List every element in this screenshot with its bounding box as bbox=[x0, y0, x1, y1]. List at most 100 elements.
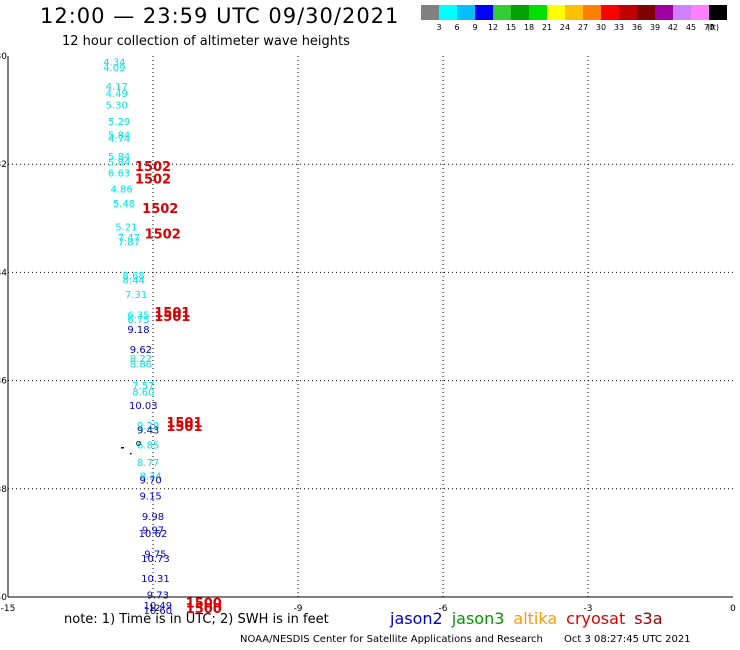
wave-height-label: 9.43 bbox=[137, 425, 159, 436]
legend-swatch bbox=[529, 5, 547, 20]
y-tick-label: -38 bbox=[0, 485, 7, 495]
wave-height-label: 7.57 bbox=[132, 381, 154, 392]
wave-height-label: 7.87 bbox=[118, 238, 140, 249]
pass-time-label: 1502 bbox=[135, 160, 171, 175]
wave-height-label: 9.29 bbox=[137, 421, 159, 432]
legend-label: 24 bbox=[559, 23, 571, 32]
coastline-dot bbox=[130, 453, 132, 455]
x-tick-label: -12 bbox=[146, 604, 161, 614]
wave-height-label: 10.73 bbox=[141, 554, 170, 565]
island-marker: o bbox=[136, 439, 142, 449]
wave-height-label: 9.62 bbox=[130, 345, 152, 356]
pass-time-label: 1500 bbox=[186, 596, 222, 611]
legend-label: 33 bbox=[613, 23, 625, 32]
wave-height-label: 9.75 bbox=[144, 550, 166, 561]
wave-height-label: 10.03 bbox=[129, 401, 158, 412]
wave-height-label: 5.84 bbox=[108, 152, 130, 163]
wave-height-label: 9.15 bbox=[139, 491, 161, 502]
wave-height-label: 8.60 bbox=[132, 387, 154, 398]
y-tick-label: -36 bbox=[0, 377, 7, 387]
legend-swatch bbox=[475, 5, 493, 20]
wave-height-label: 5.21 bbox=[115, 222, 137, 233]
wave-height-label: 5.84 bbox=[108, 157, 130, 168]
satellite-legend-item: jason3 bbox=[451, 609, 505, 628]
wave-height-label: 4.34 bbox=[103, 57, 125, 68]
legend-swatch bbox=[439, 5, 457, 20]
legend-swatch bbox=[655, 5, 673, 20]
y-tick-label: -30 bbox=[0, 52, 7, 62]
satellite-legend-item: altika bbox=[513, 609, 558, 628]
x-tick-label: -15 bbox=[1, 604, 16, 614]
pass-time-label: 1501 bbox=[154, 310, 190, 325]
wave-height-label: 9.98 bbox=[142, 512, 164, 523]
axes: -30-32-34-36-38-40-15-12-9-6-30 bbox=[0, 52, 736, 614]
legend-label: 6 bbox=[454, 23, 460, 32]
wave-height-label: 10.31 bbox=[141, 574, 170, 585]
legend-swatch bbox=[691, 5, 709, 20]
legend-label: 70 bbox=[703, 23, 715, 32]
legend-swatch bbox=[709, 5, 727, 20]
legend-swatch bbox=[583, 5, 601, 20]
wave-height-label: 8.77 bbox=[137, 458, 159, 469]
legend-swatch bbox=[493, 5, 511, 20]
wave-height-label: 8.44 bbox=[123, 275, 145, 286]
wave-height-label: 10.49 bbox=[144, 601, 173, 612]
legend-label: 39 bbox=[649, 23, 661, 32]
legend-label: 3 bbox=[436, 23, 442, 32]
wave-height-label: 10.62 bbox=[139, 529, 168, 540]
wave-height-label: 5.30 bbox=[106, 101, 128, 112]
coastline-dot bbox=[121, 447, 124, 449]
wave-height-label: 4.09 bbox=[103, 63, 125, 74]
pass-time-label: 1501 bbox=[154, 306, 190, 321]
legend-swatch bbox=[421, 5, 439, 20]
satellite-legend-item: jason2 bbox=[390, 609, 443, 628]
wave-height-label: 9.97 bbox=[142, 525, 164, 536]
legend-swatch bbox=[565, 5, 583, 20]
legend-label: 12 bbox=[487, 23, 499, 32]
legend-label: 15 bbox=[505, 23, 517, 32]
legend-label: 30 bbox=[595, 23, 607, 32]
satellite-legend: jason2 jason3 altika cryosat s3a bbox=[390, 609, 672, 628]
legend-label: 42 bbox=[667, 23, 679, 32]
satellite-legend-item: cryosat bbox=[566, 609, 626, 628]
x-tick-label: -9 bbox=[294, 604, 303, 614]
satellite-legend-item: s3a bbox=[634, 609, 663, 628]
wave-height-label: 4.74 bbox=[108, 134, 130, 145]
wave-height-label: 8.22 bbox=[130, 354, 152, 365]
pass-time-label: 1502 bbox=[135, 172, 171, 187]
legend-label: 36 bbox=[631, 23, 643, 32]
footer: NOAA/NESDIS Center for Satellite Applica… bbox=[240, 634, 691, 645]
pass-time-label: 1502 bbox=[142, 202, 178, 217]
wave-height-label: 5.84 bbox=[108, 130, 130, 141]
wave-height-label: 5.48 bbox=[113, 199, 135, 210]
legend-label: 27 bbox=[577, 23, 589, 32]
legend-swatch bbox=[637, 5, 655, 20]
wave-height-label: 7.47 bbox=[118, 233, 140, 244]
x-tick-label: 0 bbox=[730, 604, 736, 614]
pass-time-label: 1501 bbox=[166, 420, 202, 435]
wave-height-label: 4.17 bbox=[106, 82, 128, 93]
wave-height-label: 9.70 bbox=[139, 476, 161, 487]
wave-height-label: 8.86 bbox=[130, 359, 152, 370]
x-tick-label: -6 bbox=[439, 604, 448, 614]
color-scale-legend bbox=[421, 5, 727, 20]
data-marks: 4.344.094.174.495.305.295.844.745.845.84… bbox=[103, 57, 222, 617]
legend-swatch bbox=[619, 5, 637, 20]
note-text: note: 1) Time is in UTC; 2) SWH is in fe… bbox=[64, 612, 329, 627]
y-tick-label: -34 bbox=[0, 268, 7, 278]
legend-swatch bbox=[673, 5, 691, 20]
pass-time-label: 1502 bbox=[145, 228, 181, 243]
legend-swatch bbox=[547, 5, 565, 20]
wave-height-label: 7.31 bbox=[125, 290, 147, 301]
legend-label: 21 bbox=[541, 23, 553, 32]
chart-title: 12:00 — 23:59 UTC 09/30/2021 bbox=[40, 4, 400, 28]
footer-org: NOAA/NESDIS Center for Satellite Applica… bbox=[240, 634, 543, 645]
color-scale-labels: 3 6 9 12 15 18 21 24 27 30 33 36 39 42 45 70 (ft) bbox=[421, 23, 740, 33]
legend-label: 18 bbox=[523, 23, 535, 32]
y-tick-label: -32 bbox=[0, 160, 7, 170]
x-tick-label: -3 bbox=[584, 604, 593, 614]
legend-label: (ft) bbox=[706, 23, 720, 32]
legend-swatch bbox=[601, 5, 619, 20]
wave-height-label: 4.49 bbox=[106, 89, 128, 100]
y-tick-label: -40 bbox=[0, 593, 7, 603]
